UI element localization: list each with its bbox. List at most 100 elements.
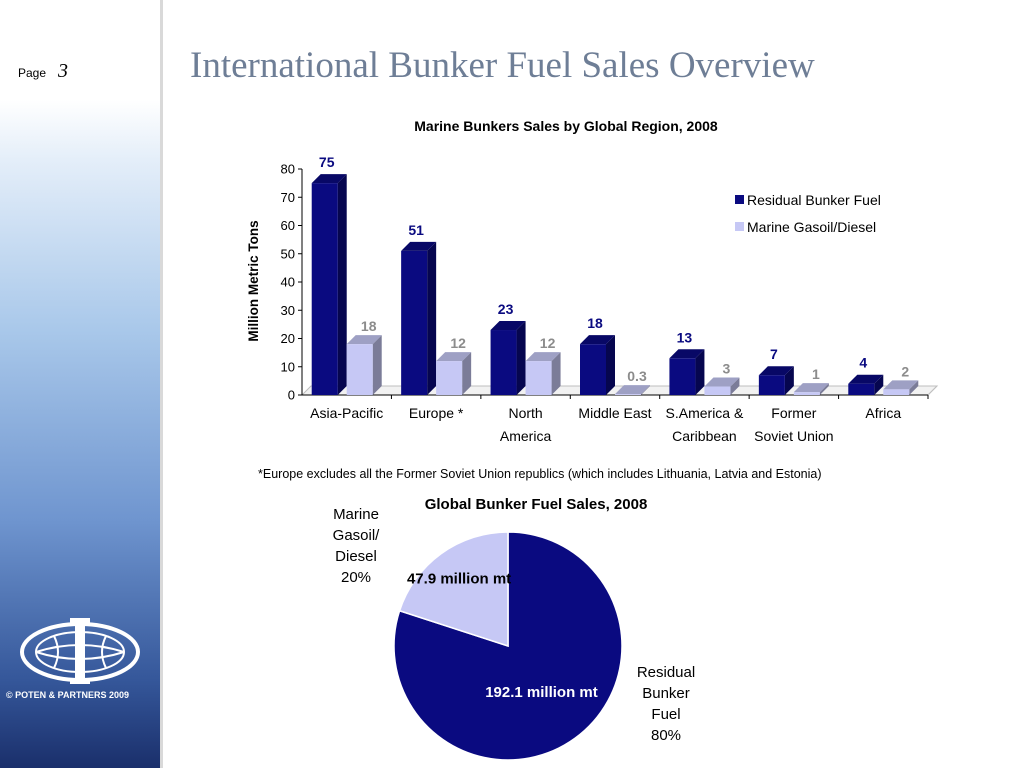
chart-legend: Residual Bunker Fuel Marine Gasoil/Diesel (735, 192, 881, 235)
bar-front (848, 383, 875, 395)
bar-side (730, 377, 740, 395)
bar-front (401, 250, 428, 395)
bar-top (311, 174, 347, 184)
bar-top (490, 321, 526, 331)
pie-label-gasoil-line: Gasoil/ (332, 527, 380, 544)
bar-residual (401, 241, 437, 395)
x-tick-label: Europe * (409, 405, 464, 421)
bar-front (525, 361, 552, 395)
y-tick-label: 10 (281, 359, 295, 374)
bar-front (436, 361, 463, 395)
y-tick-label: 50 (281, 246, 295, 261)
bar-front (346, 344, 373, 395)
pie-slices: 192.1 million mt 47.9 million mt (393, 531, 623, 761)
bar-chart-title: Marine Bunkers Sales by Global Region, 2… (414, 118, 718, 134)
bar-data-label: 13 (677, 329, 693, 345)
pie-slice-gasoil (398, 531, 509, 648)
pie-chart: Global Bunker Fuel Sales, 2008 192.1 mil… (393, 496, 647, 761)
bar-data-label: 3 (723, 361, 731, 377)
slide-title: International Bunker Fuel Sales Overview (190, 45, 815, 86)
bar-data-label: 23 (498, 301, 514, 317)
bar-top (401, 241, 437, 251)
bar-residual (758, 366, 794, 395)
bar-gasoil (615, 385, 650, 395)
bar-front (883, 389, 910, 395)
pie-label-residual-line: 80% (650, 727, 682, 744)
bar-side (516, 321, 526, 395)
pie-slice-residual (393, 531, 623, 761)
bar-data-label: 12 (450, 335, 466, 351)
pie-slice-label: 47.9 million mt (407, 571, 511, 588)
sidebar-divider (160, 0, 163, 768)
bar-top (704, 377, 740, 387)
bar-side (874, 374, 884, 395)
bar-residual (580, 335, 615, 395)
bar-front (758, 375, 785, 395)
x-tick-label: Former Soviet Union (754, 405, 833, 444)
bar-side (695, 349, 705, 395)
y-tick-label: 30 (281, 303, 295, 318)
bar-gasoil (883, 380, 919, 395)
y-tick-label: 60 (281, 218, 295, 233)
x-tick-label: North America (500, 405, 552, 444)
bar-data-label: 2 (901, 363, 909, 379)
bar-front (793, 392, 820, 395)
bar-gasoil (346, 335, 382, 395)
bar-gasoil (793, 383, 829, 395)
bar-top (525, 352, 561, 362)
bar-data-label: 18 (361, 318, 377, 334)
bar-top (848, 374, 884, 384)
bar-front (490, 330, 517, 395)
bar-data-label: 7 (770, 346, 778, 362)
bar-top (793, 383, 829, 393)
bar-front (704, 386, 731, 395)
bar-data-label: 0.3 (627, 368, 647, 384)
pie-label-gasoil-line: 20% (340, 569, 372, 586)
bar-side (337, 174, 347, 395)
bar-top (883, 380, 919, 390)
bar-residual (669, 349, 705, 395)
pie-label-gasoil-line: Marine (333, 506, 379, 523)
bar-residual (311, 174, 347, 395)
page-label: Page (18, 66, 47, 80)
bar-front (615, 394, 641, 395)
bar-top (346, 335, 382, 345)
legend-entry: Residual Bunker Fuel (747, 192, 881, 208)
x-tick-label: Asia-Pacific (310, 405, 383, 421)
page-number: 3 (58, 60, 68, 82)
x-tick-label: Middle East (578, 405, 651, 421)
chart-axes: 0 10 20 30 40 50 60 70 80 Asia-Pacific Europe * Nor… (281, 162, 929, 444)
legend-swatch (735, 195, 744, 204)
bar-top (669, 349, 705, 359)
bar-side (372, 335, 382, 395)
bar-side (784, 366, 794, 395)
pie-label-gasoil-line: Diesel (335, 548, 377, 565)
bar-gasoil (436, 352, 472, 395)
x-tick-label: Africa (865, 405, 901, 421)
chart-floor-edge (927, 385, 938, 396)
bar-front (580, 344, 606, 395)
pie-label-residual-line: Residual (636, 664, 696, 681)
bar-side (606, 335, 615, 395)
bar-chart: Marine Bunkers Sales by Global Region, 2… (246, 118, 939, 444)
bar-top (436, 352, 472, 362)
bar-data-label: 18 (587, 315, 603, 331)
bar-side (819, 383, 829, 395)
y-tick-label: 80 (281, 162, 295, 177)
pie-label-residual: Residual Bunker Fuel 80% (624, 662, 708, 746)
bar-data-label: 1 (812, 366, 820, 382)
pie-label-residual-line: Bunker (642, 685, 690, 702)
bar-top (758, 366, 794, 376)
pie-label-residual-line: Fuel (651, 706, 681, 723)
y-tick-label: 70 (281, 190, 295, 205)
bar-front (311, 183, 338, 395)
bar-data-label: 51 (408, 222, 424, 238)
bar-side (462, 352, 472, 395)
bar-side (551, 352, 561, 395)
bar-data-label: 4 (859, 355, 867, 371)
bar-gasoil (704, 377, 740, 395)
y-axis-label: Million Metric Tons (246, 220, 261, 341)
bar-gasoil (525, 352, 561, 395)
bar-side (641, 385, 650, 395)
bar-side (427, 241, 437, 395)
